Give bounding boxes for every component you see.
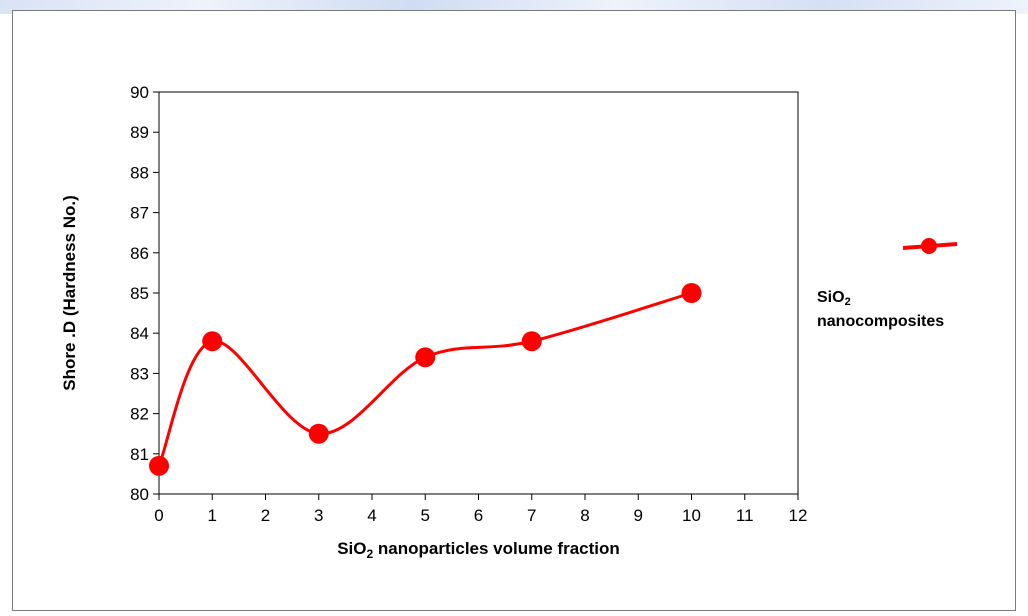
x-tick-label: 7 (527, 506, 536, 525)
plot-area-border (158, 91, 799, 495)
legend-label-main: SiO (817, 289, 845, 306)
x-tick-label: 10 (682, 506, 701, 525)
y-tick-label: 90 (130, 83, 149, 102)
y-tick-label: 85 (130, 284, 149, 303)
y-tick-label: 84 (130, 324, 149, 343)
legend-series-label: SiO2 nanocomposites (817, 288, 944, 332)
x-tick-label: 3 (314, 506, 323, 525)
data-point (415, 347, 436, 368)
y-tick-label: 87 (130, 204, 149, 223)
series-line (157, 291, 692, 467)
x-tick-label: 4 (367, 506, 376, 525)
x-tick-label: 5 (421, 506, 430, 525)
x-tick-label: 8 (580, 506, 589, 525)
x-tick-label: 9 (634, 506, 643, 525)
y-tick-label: 82 (130, 405, 149, 424)
data-point (202, 331, 223, 352)
data-point (521, 331, 542, 352)
y-tick-label: 88 (130, 163, 149, 182)
legend-label-rest: nanocomposites (817, 313, 945, 330)
legend-label-sub: 2 (844, 296, 851, 308)
chart-frame: 80 81 82 83 84 85 86 87 88 89 90 0 1 2 3 4 5 6 7 8 9 10 11 12 Si… (12, 10, 1016, 611)
x-tick-label: 6 (474, 506, 483, 525)
y-tick-label: 80 (130, 485, 149, 504)
legend-line-marker-icon (902, 238, 958, 254)
y-axis-title: Shore .D (Hardness No.) (60, 195, 79, 391)
data-point (308, 423, 329, 444)
x-tick-label: 1 (208, 506, 217, 525)
data-point (149, 455, 169, 476)
x-tick-label: 12 (789, 506, 808, 525)
y-tick-label: 89 (130, 123, 149, 142)
legend: SiO2 nanocomposites (817, 236, 1027, 376)
x-tick-label: 11 (736, 506, 754, 525)
data-point (681, 283, 702, 303)
y-tick-label: 81 (130, 445, 149, 464)
legend-marker-swatch (921, 238, 937, 254)
x-axis-title: SiO2 nanoparticles volume fraction (337, 539, 620, 561)
x-tick-label: 0 (154, 506, 163, 525)
y-tick-label: 83 (130, 364, 149, 383)
y-tick-label: 86 (130, 244, 149, 263)
x-tick-label: 2 (261, 506, 270, 525)
